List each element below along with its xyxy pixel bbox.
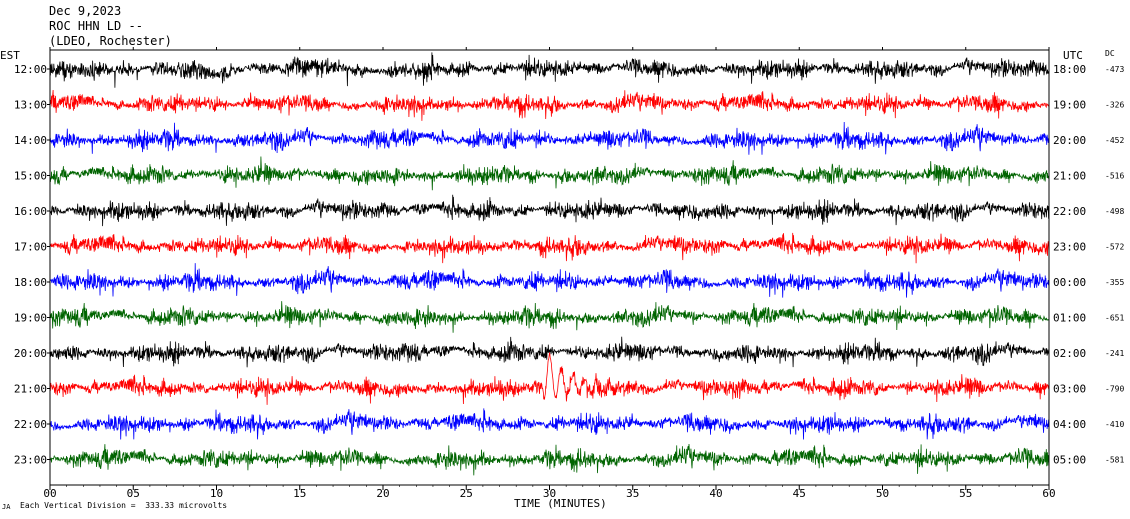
x-tick-label: 05 (127, 487, 140, 500)
est-label: 18:00 (14, 276, 47, 289)
dc-offset-label: -326 (1105, 101, 1124, 110)
dc-offset-label: -516 (1105, 172, 1124, 181)
utc-label: 18:00 (1053, 63, 1086, 76)
utc-label: 05:00 (1053, 454, 1086, 467)
utc-label: 20:00 (1053, 134, 1086, 147)
x-tick-label: 35 (626, 487, 639, 500)
x-tick-label: 40 (709, 487, 722, 500)
est-axis-title: EST (0, 49, 20, 62)
utc-label: 22:00 (1053, 205, 1086, 218)
x-tick-label: 30 (543, 487, 556, 500)
est-label: 20:00 (14, 347, 47, 360)
trace-2000 (49, 336, 1050, 368)
x-tick-label: 15 (293, 487, 306, 500)
x-tick-label: 45 (793, 487, 806, 500)
dc-offset-label: -452 (1105, 136, 1124, 145)
dc-offset-label: -572 (1105, 243, 1124, 252)
utc-label: 03:00 (1053, 383, 1086, 396)
trace-2100 (49, 352, 1050, 405)
trace-2200 (49, 408, 1050, 440)
dc-offset-label: -355 (1105, 278, 1124, 287)
dc-offset-label: -241 (1105, 349, 1124, 358)
trace-1400 (49, 121, 1050, 155)
plot-border (49, 49, 1050, 486)
utc-label: 21:00 (1053, 170, 1086, 183)
est-label: 22:00 (14, 418, 47, 431)
network-label: (LDEO, Rochester) (49, 34, 172, 48)
x-axis-title: TIME (MINUTES) (514, 497, 607, 510)
utc-label: 00:00 (1053, 276, 1086, 289)
trace-1700 (49, 232, 1050, 264)
vertical-division-note: Each Vertical Division = 333.33 microvol… (20, 501, 228, 510)
utc-label: 23:00 (1053, 241, 1086, 254)
x-tick-label: 60 (1042, 487, 1055, 500)
trace-2300 (49, 443, 1050, 476)
station-label: ROC HHN LD -- (49, 19, 143, 33)
x-tick-label: 25 (460, 487, 473, 500)
x-tick-label: 50 (876, 487, 889, 500)
x-tick-label: 10 (210, 487, 223, 500)
utc-label: 19:00 (1053, 99, 1086, 112)
corner-mark: JA (2, 503, 11, 511)
est-label: 13:00 (14, 99, 47, 112)
est-label: 16:00 (14, 205, 47, 218)
x-tick-label: 00 (43, 487, 56, 500)
est-label: 15:00 (14, 170, 47, 183)
trace-group (49, 52, 1050, 476)
utc-axis-title: UTC (1063, 49, 1083, 62)
est-label: 14:00 (14, 134, 47, 147)
dc-offset-label: -651 (1105, 314, 1124, 323)
utc-label: 02:00 (1053, 347, 1086, 360)
utc-label: 04:00 (1053, 418, 1086, 431)
plot-frame (47, 47, 1050, 490)
trace-1200 (49, 52, 1050, 88)
trace-1900 (49, 301, 1050, 333)
dc-offset-label: -498 (1105, 207, 1124, 216)
dc-offset-label: -790 (1105, 385, 1124, 394)
est-label: 21:00 (14, 383, 47, 396)
dc-offset-label: -410 (1105, 420, 1124, 429)
trace-1600 (49, 194, 1050, 227)
dc-column-title: DC (1105, 49, 1115, 58)
trace-1500 (49, 156, 1050, 191)
x-tick-label: 20 (376, 487, 389, 500)
est-label: 19:00 (14, 312, 47, 325)
x-tick-label: 55 (959, 487, 972, 500)
est-label: 17:00 (14, 241, 47, 254)
date-label: Dec 9,2023 (49, 4, 122, 18)
dc-offset-label: -473 (1105, 65, 1124, 74)
trace-1800 (49, 263, 1050, 298)
utc-label: 01:00 (1053, 312, 1086, 325)
dc-offset-label: -581 (1105, 456, 1124, 465)
est-label: 12:00 (14, 63, 47, 76)
est-label: 23:00 (14, 454, 47, 467)
axis-labels: 00 05 10 15 20 25 30 35 40 45 50 55 60 12:00 18:00 -473… (14, 63, 1125, 500)
trace-1300 (49, 89, 1050, 121)
